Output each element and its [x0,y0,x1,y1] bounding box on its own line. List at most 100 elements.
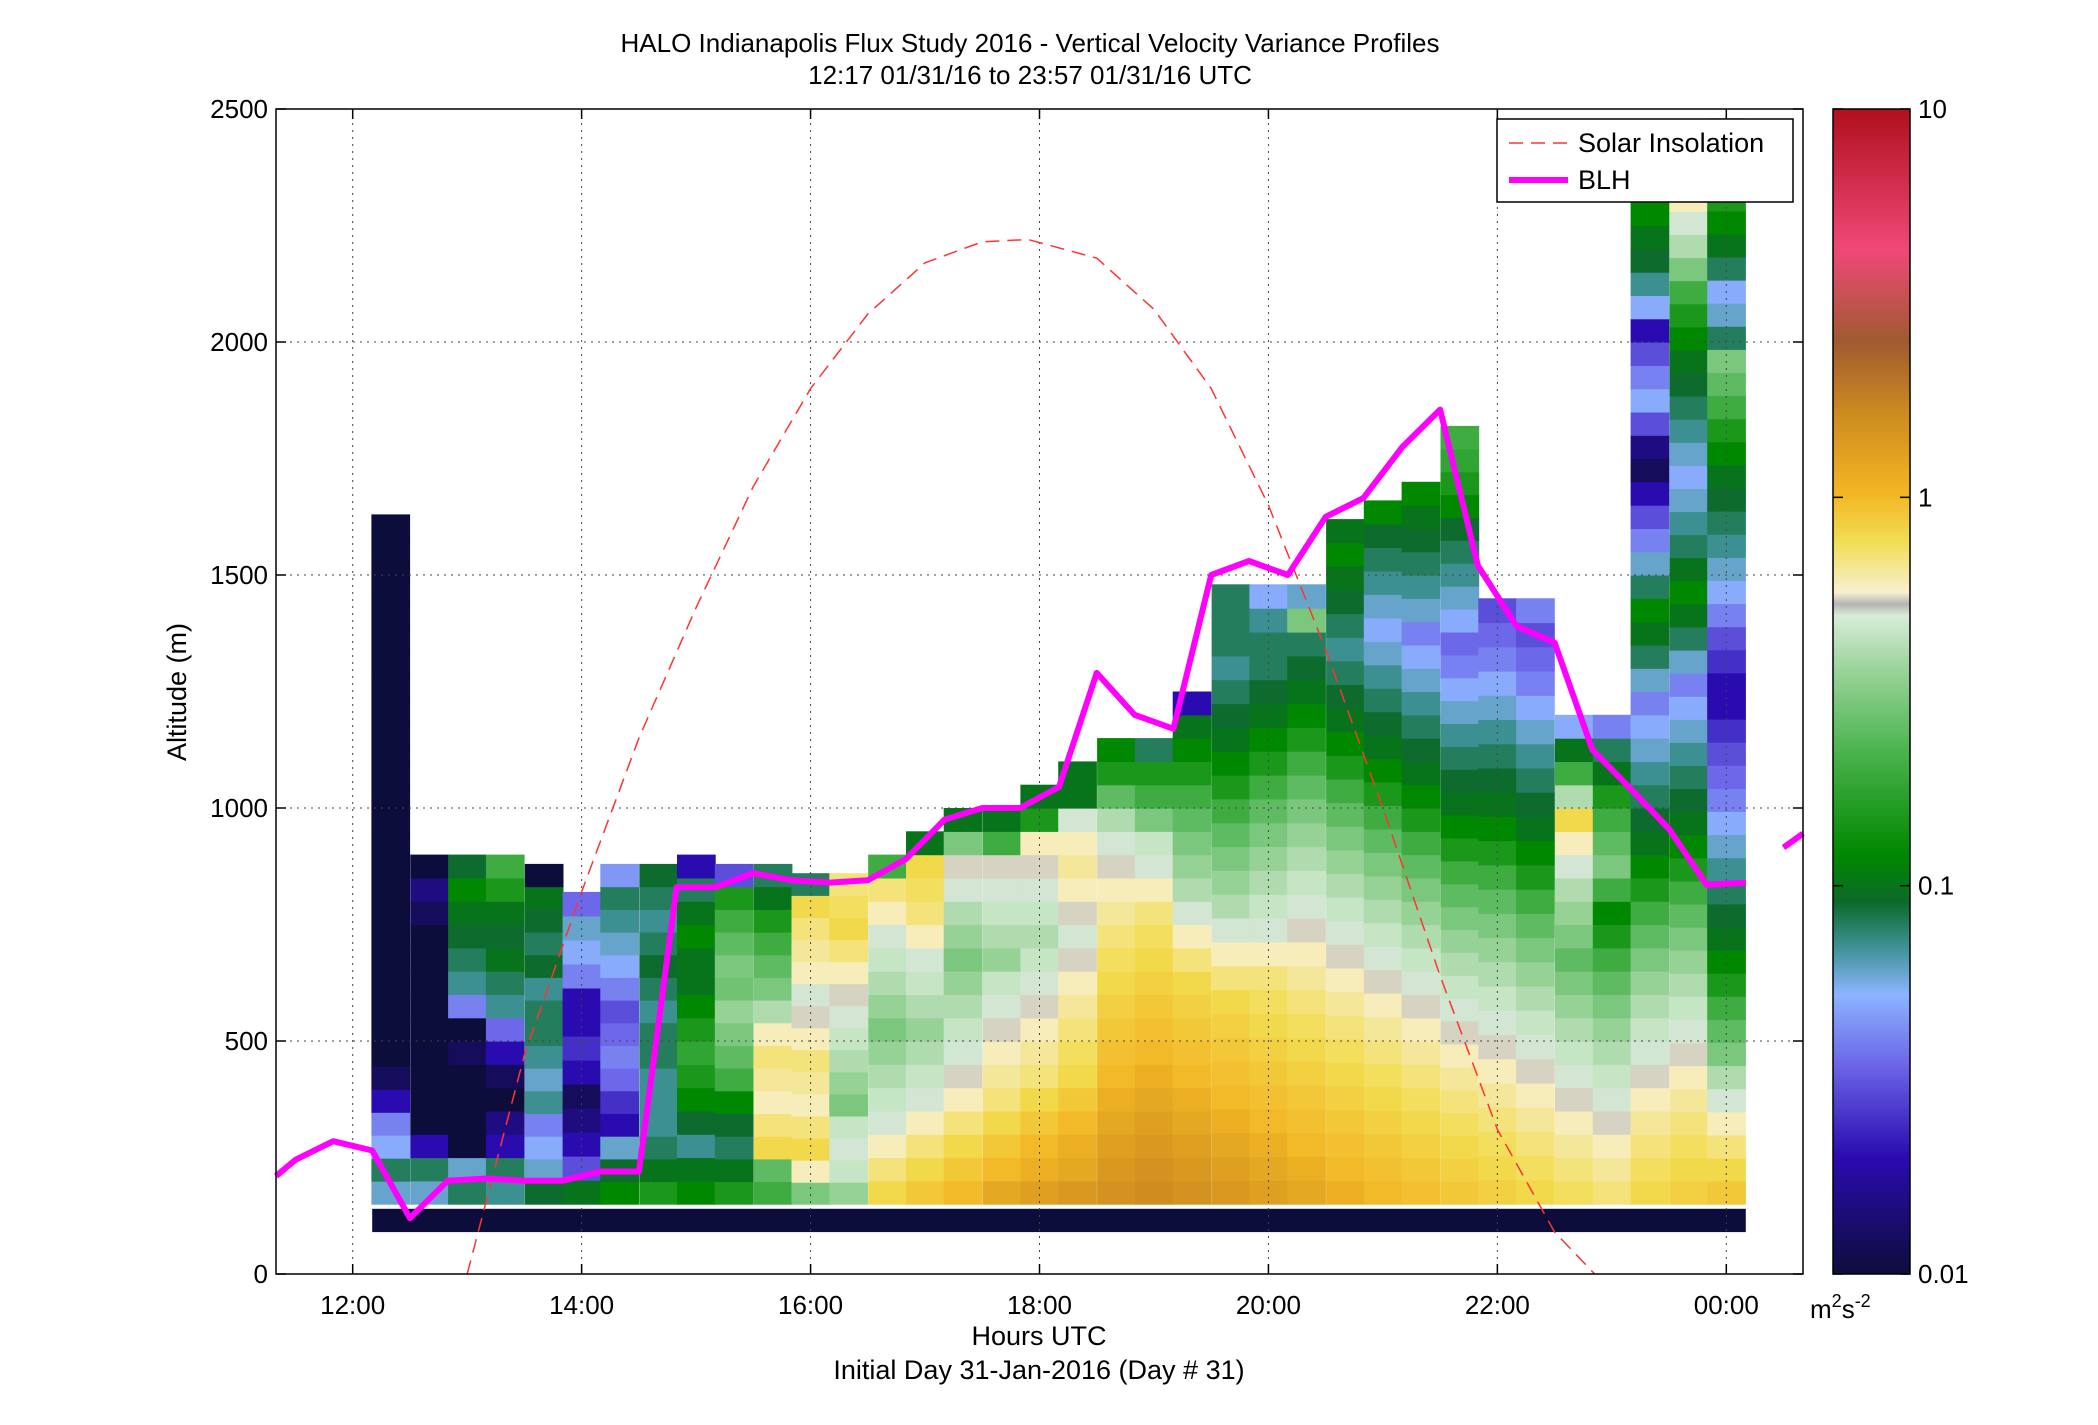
heatmap-cell [1058,1064,1097,1089]
colorbar-ticks: 10 1 0.1 0.01 [1833,94,1969,1289]
heatmap-cell [1097,1017,1136,1042]
heatmap-cell [1707,1111,1746,1136]
heatmap-cell [524,1136,564,1160]
heatmap-cell [371,629,411,653]
heatmap-cell [1555,1110,1594,1135]
heatmap-cell [1058,877,1097,902]
heatmap-cell [1707,1088,1746,1113]
heatmap-cell [791,1093,831,1117]
heatmap-cell [1401,808,1441,832]
heatmap-cell [1516,937,1555,963]
heatmap-cell [1440,1021,1480,1045]
heatmap-cell [448,924,487,949]
heatmap-cell [1134,808,1174,832]
heatmap-cell [600,863,639,888]
heatmap-cell [1707,1065,1746,1090]
heatmap-cell [639,863,678,888]
heatmap-cell [1516,671,1555,696]
heatmap-cell [448,901,487,926]
y-tick-label: 1500 [210,560,268,590]
heatmap-cell [1707,719,1746,743]
heatmap-cell [562,1012,602,1037]
heatmap-cell [1401,738,1441,762]
heatmap-cell [1172,784,1212,809]
heatmap-cell [1707,534,1746,558]
heatmap-cell [448,1134,487,1159]
heatmap-cell [1592,971,1632,995]
heatmap-cell [1555,1041,1594,1065]
heatmap-cell [1630,924,1670,949]
heatmap-cell [1249,941,1289,967]
heatmap-cell [371,744,411,768]
heatmap-cell [1134,1180,1174,1205]
heatmap-cell [1630,738,1670,762]
heatmap-cell [906,854,945,879]
heatmap-cell [1326,731,1365,756]
heatmap-cell [485,1017,525,1042]
heatmap-cell [1440,448,1480,473]
heatmap-cell [1211,870,1251,895]
heatmap-cell [639,1045,678,1069]
heatmap-cell [524,1022,564,1046]
heatmap-cell [1555,1017,1594,1042]
heatmap-cell [448,1110,487,1135]
heatmap-cell [1555,1064,1594,1089]
series-lines [274,238,1805,1275]
heatmap-cell [371,1089,411,1113]
heatmap-cell [1707,1181,1746,1205]
heatmap-cell [1516,986,1555,1011]
heatmap-cell [1440,540,1480,564]
heatmap-cell [371,882,411,906]
heatmap-cell [1630,1180,1670,1205]
heatmap-cell [1555,971,1594,995]
heatmap-cell [1630,295,1670,320]
heatmap-cell [410,854,449,879]
heatmap-cell [714,977,754,1001]
heatmap-cell [1326,1133,1365,1158]
heatmap-cell [1287,822,1326,848]
heatmap-cell [1669,557,1709,582]
heatmap-cell [1669,372,1709,397]
heatmap-cell [829,895,868,918]
heatmap-cell [1097,761,1136,786]
heatmap-cell [1401,528,1441,553]
heatmap-cell [1211,798,1251,824]
heatmap-cell [524,977,564,1001]
heatmap-cell [1326,1062,1365,1087]
heatmap-cell [1172,1041,1212,1065]
heatmap-cell [1440,1089,1480,1114]
heatmap-cell [1707,256,1746,281]
heatmap-cell [1707,418,1746,443]
heatmap-cell [1707,649,1746,674]
heatmap-cell [524,863,564,888]
heatmap-cell [1669,534,1709,559]
heatmap-cell [448,1017,487,1042]
heatmap-cell [1516,1107,1555,1132]
heatmap-cell [1707,487,1746,512]
heatmap-cell [1669,626,1709,651]
heatmap-cell [1669,1019,1709,1044]
heatmap-cell [1630,947,1670,972]
heatmap-cell [1249,703,1289,728]
heatmap-cell [1669,419,1709,443]
heatmap-cell [1555,994,1594,1019]
heatmap-cell [1630,691,1670,716]
colorbar-unit-sup1: 2 [1832,1291,1842,1311]
heatmap-cell [1669,257,1709,282]
heatmap-cell [1555,877,1594,902]
heatmap-cell [677,1087,716,1112]
heatmap-cell [1211,751,1251,776]
heatmap-cell [1134,738,1174,762]
heatmap-cell [829,917,868,941]
heatmap-cell [677,1041,716,1065]
heatmap-cell [1555,738,1594,762]
heatmap-cell [1669,396,1709,420]
heatmap-cell [1440,586,1480,610]
heatmap-cell [1020,1017,1060,1042]
heatmap-cell [1669,303,1709,328]
heatmap-cell [982,947,1022,972]
heatmap-cell [1516,719,1555,745]
heatmap-cell [1592,924,1632,949]
heatmap-cell [1630,1110,1670,1135]
heatmap-cell [1363,1086,1403,1111]
